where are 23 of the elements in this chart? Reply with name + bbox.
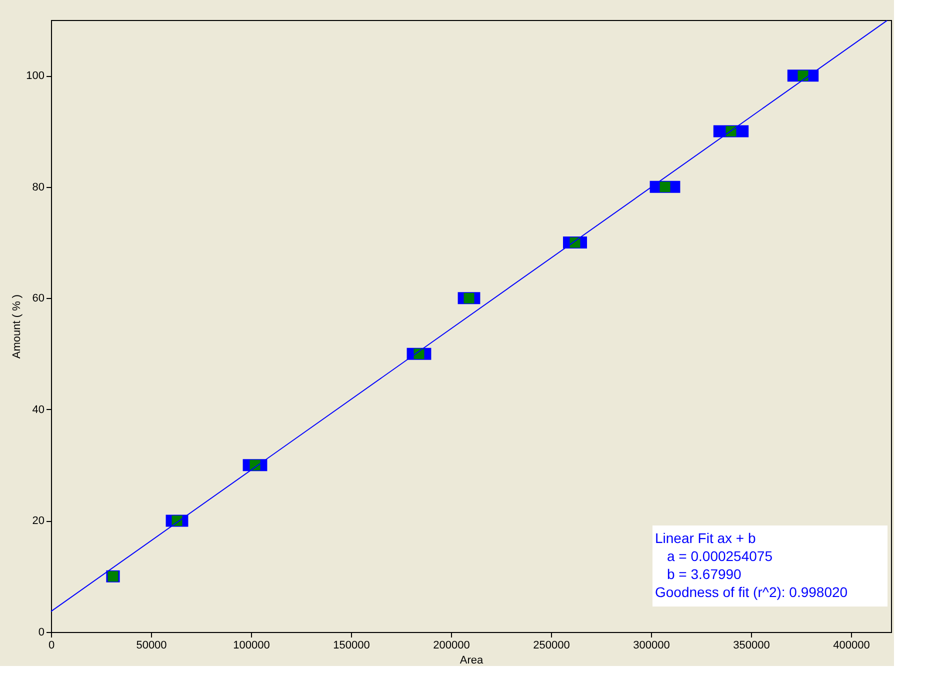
y-axis-title: Amount ( % )	[11, 294, 24, 359]
x-tick-label: 200000	[433, 640, 470, 652]
annotation: b = 3.67990	[667, 566, 742, 582]
y-tick-label: 100	[26, 70, 44, 82]
y-tick-label: 0	[38, 626, 44, 638]
x-tick-label: 50000	[136, 640, 167, 652]
y-tick-label: 20	[32, 515, 44, 528]
y-tick-label: 40	[32, 404, 44, 416]
point	[660, 182, 670, 192]
annotation: Goodness of fit (r^2): 0.998020	[655, 584, 848, 600]
point	[464, 292, 474, 304]
x-tick-label: 350000	[733, 640, 770, 652]
x-axis-title: Area	[460, 654, 484, 666]
x-tick-label: 300000	[633, 640, 670, 652]
x-tick-label: 150000	[333, 640, 370, 652]
annotation: a = 0.000254075	[667, 548, 773, 564]
y-tick-label: 80	[32, 181, 44, 194]
x-tick-label: 250000	[533, 640, 570, 652]
x-tick-label: 400000	[833, 640, 870, 652]
y-tick-label: 60	[32, 292, 44, 305]
annotation: Linear Fit ax + b	[655, 530, 756, 546]
x-tick-label: 100000	[233, 640, 270, 652]
x-tick-label: 0	[48, 640, 55, 652]
